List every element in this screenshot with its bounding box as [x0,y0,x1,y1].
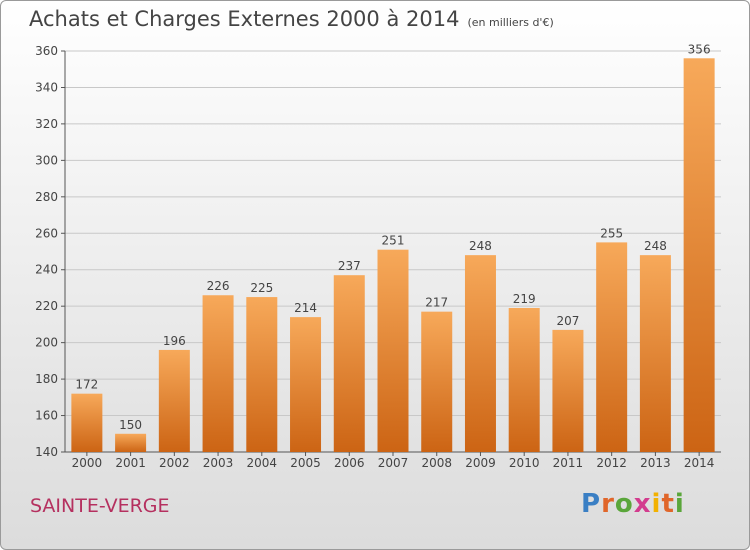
x-tick-label-2003: 2003 [203,456,234,470]
x-tick-label-2010: 2010 [509,456,540,470]
x-tick-label-2001: 2001 [115,456,146,470]
value-label-2003: 226 [207,279,230,293]
y-tick-label: 360 [35,44,58,58]
x-tick-label-2006: 2006 [334,456,365,470]
x-tick-label-2009: 2009 [465,456,496,470]
bar-2003 [202,295,234,452]
bar-2011 [552,329,584,452]
value-label-2007: 251 [382,234,405,248]
bar-2012 [596,242,628,452]
value-label-2011: 207 [556,314,579,328]
bar-2009 [464,255,496,452]
value-label-2013: 248 [644,239,667,253]
y-tick-label: 340 [35,80,58,94]
y-tick-label: 260 [35,226,58,240]
bar-2004 [246,297,278,452]
commune-name: SAINTE-VERGE [30,495,170,517]
bars [71,58,715,453]
labels: 140 160 180 200 220 240 260 280 300 320 340 360 172 2… [35,42,714,470]
x-tick-label-2005: 2005 [290,456,321,470]
value-label-2010: 219 [513,292,536,306]
x-tick-label-2008: 2008 [421,456,452,470]
bar-2006 [333,275,365,452]
y-tick-label: 160 [35,409,58,423]
value-label-2001: 150 [119,418,142,432]
bar-2013 [639,255,671,452]
value-label-2014: 356 [688,42,711,56]
value-label-2004: 225 [250,281,273,295]
x-tick-label-2000: 2000 [72,456,103,470]
bar-2005 [290,317,322,452]
bar-2008 [421,311,453,452]
x-tick-label-2012: 2012 [596,456,627,470]
value-label-2002: 196 [163,334,186,348]
x-tick-label-2011: 2011 [553,456,584,470]
x-tick-label-2004: 2004 [247,456,278,470]
y-tick-label: 200 [35,336,58,350]
y-tick-label: 300 [35,153,58,167]
y-tick-label: 220 [35,299,58,313]
value-label-2008: 217 [425,296,448,310]
value-label-2000: 172 [75,378,98,392]
bar-2000 [71,393,103,452]
y-tick-label: 140 [35,445,58,459]
chart-unit: (en milliers d'€) [467,16,554,29]
y-tick-label: 280 [35,190,58,204]
brand-logo[interactable]: Proxiti [581,489,685,519]
y-tick-label: 240 [35,263,58,277]
x-tick-label-2013: 2013 [640,456,671,470]
x-tick-label-2014: 2014 [684,456,715,470]
value-label-2005: 214 [294,301,317,315]
bar-2010 [508,308,540,452]
bar-2007 [377,249,409,452]
x-tick-label-2007: 2007 [378,456,409,470]
chart-title: Achats et Charges Externes 2000 à 2014 (e… [29,7,554,31]
y-tick-label: 180 [35,372,58,386]
value-label-2006: 237 [338,259,361,273]
y-tick-label: 320 [35,117,58,131]
bar-2001 [115,433,147,452]
chart-title-text: Achats et Charges Externes 2000 à 2014 [29,7,460,31]
bar-2014 [683,58,715,453]
value-label-2009: 248 [469,239,492,253]
bar-2002 [158,349,190,452]
value-label-2012: 255 [600,226,623,240]
x-tick-label-2002: 2002 [159,456,190,470]
